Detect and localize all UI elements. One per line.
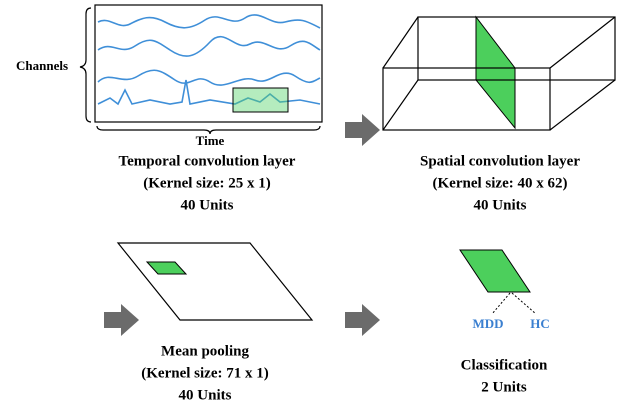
cuboid-back [418, 17, 615, 80]
time-label: Time [196, 133, 225, 148]
layer-units: 2 Units [481, 379, 527, 395]
signal-wave [98, 15, 320, 28]
cuboid-front [383, 68, 550, 130]
pooling-window [147, 262, 186, 274]
layer-title: Spatial convolution layer [420, 153, 580, 169]
signal-wave [98, 70, 320, 85]
output-links [492, 293, 536, 314]
output-plane [460, 250, 530, 292]
class-label: MDD [472, 316, 503, 331]
layer-title: Mean pooling [161, 343, 249, 359]
pooling-plane [118, 243, 312, 320]
signal-wave [98, 37, 320, 56]
arrow [345, 114, 380, 146]
arrow [345, 304, 380, 336]
diagram: Channels Time Temporal convolution layer… [0, 0, 627, 405]
class-label: HC [530, 316, 550, 331]
channels-label: Channels [16, 58, 68, 73]
spatial-slice [476, 17, 515, 128]
channels-brace [80, 8, 91, 122]
layer-title: Temporal convolution layer [119, 153, 296, 169]
page: Channels Time Temporal convolution layer… [0, 0, 627, 405]
layer-units: 40 Units [179, 387, 232, 403]
layer-kernel: (Kernel size: 25 x 1) [143, 175, 270, 191]
layer-units: 40 Units [181, 197, 234, 213]
layer-units: 40 Units [474, 197, 527, 213]
arrow [104, 304, 139, 336]
layer-kernel: (Kernel size: 40 x 62) [433, 175, 568, 191]
layer-title: Classification [461, 357, 548, 373]
layer-kernel: (Kernel size: 71 x 1) [141, 365, 268, 381]
kernel-window [233, 88, 288, 112]
